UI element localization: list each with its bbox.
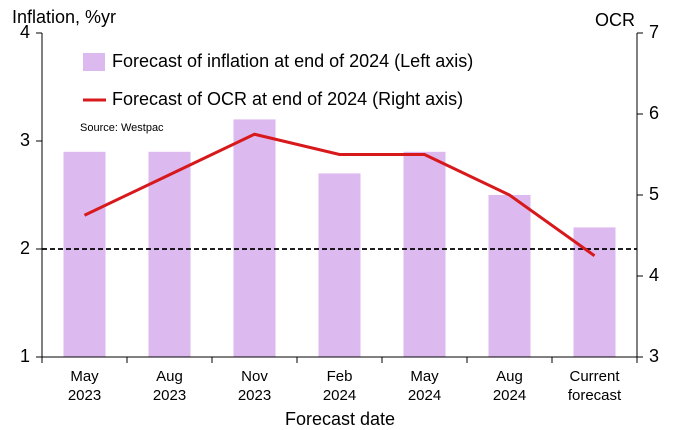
x-tick-label: Current forecast xyxy=(568,368,622,404)
bar xyxy=(488,195,531,357)
y-tick-label: 1 xyxy=(20,346,30,366)
x-tick-label: Feb 2024 xyxy=(323,368,356,404)
x-tick-label: Aug 2024 xyxy=(493,368,526,404)
y2-tick-label: 5 xyxy=(649,184,659,204)
line xyxy=(83,132,596,257)
source-note: Source: Westpac xyxy=(80,122,164,134)
bar xyxy=(148,151,191,357)
bar xyxy=(318,173,361,357)
legend-label: Forecast of inflation at end of 2024 (Le… xyxy=(112,51,473,71)
y2-axis-label: OCR xyxy=(595,10,635,30)
x-tick-label: May 2024 xyxy=(408,368,441,404)
legend-label: Forecast of OCR at end of 2024 (Right ax… xyxy=(112,89,463,109)
y2-tick-label: 7 xyxy=(649,22,659,42)
y2-tick-label: 4 xyxy=(649,265,659,285)
y2-tick-label: 3 xyxy=(649,346,659,366)
y2-tick-label: 6 xyxy=(649,103,659,123)
y-tick-label: 3 xyxy=(20,130,30,150)
y-tick-label: 4 xyxy=(20,22,30,42)
legend-swatch xyxy=(83,53,105,71)
bar xyxy=(233,119,276,358)
bar xyxy=(403,151,446,357)
y-axis-label: Inflation, %yr xyxy=(12,7,116,27)
x-axis-label: Forecast date xyxy=(285,409,395,429)
y-tick-label: 2 xyxy=(20,238,30,258)
bar xyxy=(63,151,106,357)
x-tick-label: May 2023 xyxy=(68,368,101,404)
x-tick-label: Aug 2023 xyxy=(153,368,186,404)
x-tick-label: Nov 2023 xyxy=(238,368,271,404)
